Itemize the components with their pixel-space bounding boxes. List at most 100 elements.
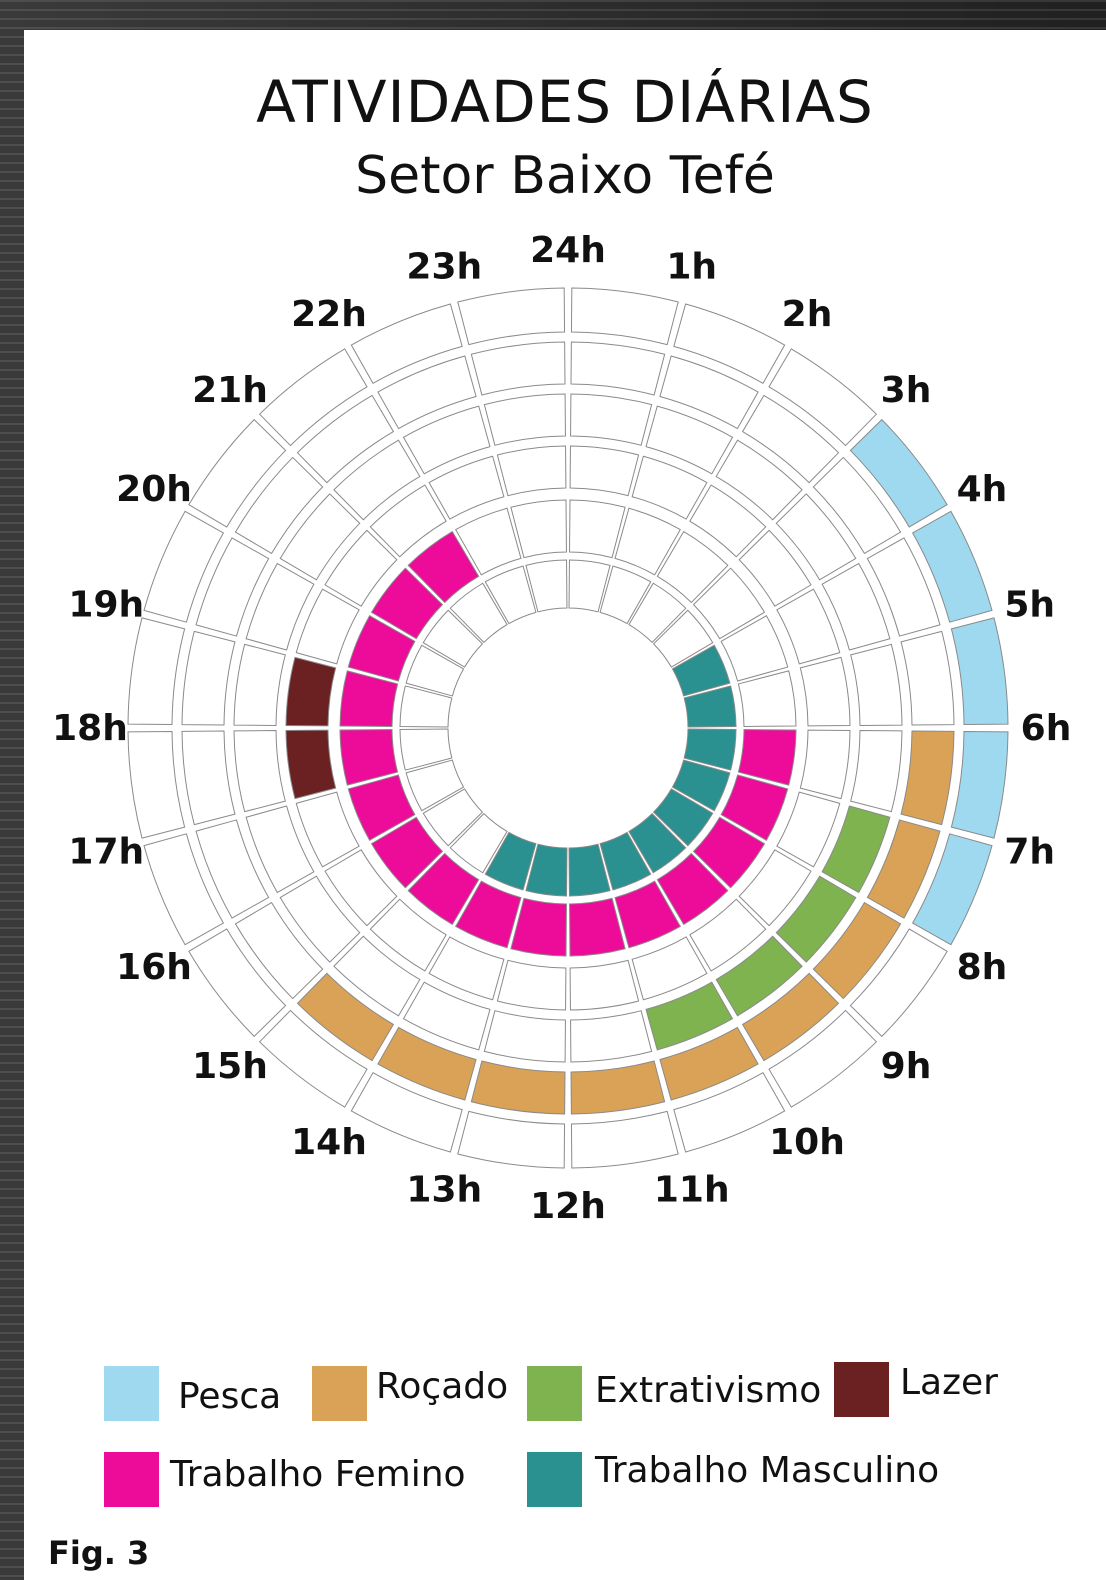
hour-cell [234, 901, 324, 1000]
hour-cell [143, 833, 225, 946]
hour-cell [850, 730, 903, 813]
hour-cell [470, 341, 566, 396]
hour-cell [599, 565, 652, 625]
ring-extrativismo [233, 393, 903, 1063]
hour-cell [470, 1060, 566, 1115]
ring-trabalho-femino [339, 499, 797, 957]
hour-cell [295, 791, 360, 868]
hour-label: 16h [116, 947, 192, 988]
hour-cell [449, 812, 508, 874]
legend-label-extrativismo: Extrativismo [595, 1370, 822, 1411]
hour-cell [347, 774, 416, 841]
chart-title: ATIVIDADES DIÁRIAS [256, 68, 874, 136]
legend-label-lazer: Lazer [900, 1362, 998, 1403]
hour-label: 24h [530, 230, 606, 271]
hour-cell [715, 439, 803, 521]
hour-cell [656, 852, 729, 926]
hour-cell [496, 959, 567, 1011]
hour-cell [195, 819, 270, 919]
hour-cell [738, 529, 812, 607]
hour-cell [656, 530, 729, 604]
hour-cell [347, 615, 416, 682]
hour-label: 8h [957, 947, 1008, 988]
hour-cell [775, 875, 857, 963]
hour-cell [233, 643, 286, 726]
hour-cell [692, 816, 766, 889]
hour-cell [570, 341, 666, 396]
hour-cell [738, 849, 812, 927]
hour-label: 18h [52, 708, 128, 749]
hour-cell [570, 1060, 666, 1115]
hour-cell [950, 617, 1009, 726]
hour-cell [324, 849, 398, 927]
hour-cell [741, 394, 840, 484]
hour-cell [911, 833, 993, 946]
hour-cell [645, 405, 734, 475]
hour-label: 17h [68, 832, 144, 873]
hour-cell [405, 644, 465, 697]
hour-cell [720, 615, 789, 682]
hour-cell [285, 656, 337, 727]
hour-cell [143, 510, 225, 623]
hour-label: 20h [116, 469, 192, 510]
hour-cell [850, 643, 903, 726]
hour-cell [631, 936, 708, 1001]
legend-swatch-pesca [104, 1366, 159, 1421]
hour-cell [428, 455, 505, 520]
hour-cell [911, 510, 993, 623]
hour-cell [127, 617, 186, 726]
hour-cell [127, 730, 186, 839]
hour-cell [900, 630, 955, 726]
hour-label: 23h [406, 246, 482, 287]
hour-cell [570, 393, 653, 446]
hour-cell [671, 644, 731, 697]
hour-cell [181, 630, 236, 726]
hour-cell [279, 493, 361, 581]
hour-cell [483, 393, 566, 446]
hour-cell [569, 897, 626, 957]
hour-cell [457, 1110, 566, 1169]
hour-cell [692, 567, 766, 640]
hour-cell [457, 287, 566, 346]
legend-swatch-extrativismo [527, 1366, 582, 1421]
hour-label: 1h [666, 246, 717, 287]
hour-cell [821, 805, 891, 894]
hour-label: 10h [769, 1122, 845, 1163]
hour-cell [614, 507, 681, 576]
legend-label-rocado: Roçado [376, 1366, 509, 1407]
hour-cell [234, 456, 324, 555]
hour-cell [775, 493, 857, 581]
hour-cell [333, 935, 421, 1017]
hour-cell [370, 567, 444, 640]
hour-cell [496, 445, 567, 497]
hour-cell [673, 303, 786, 385]
hour-cell [455, 507, 522, 576]
legend-swatch-rocado [312, 1366, 367, 1421]
hour-label: 21h [192, 370, 268, 411]
hour-cell [776, 588, 841, 665]
hour-cell [339, 729, 399, 786]
hour-label: 5h [1004, 584, 1055, 625]
hour-label: 14h [291, 1122, 367, 1163]
hour-label: 9h [881, 1046, 932, 1087]
hour-cell [402, 981, 491, 1051]
ring-lazer [285, 445, 851, 1011]
hour-cell [799, 729, 851, 800]
hour-cell [455, 880, 522, 949]
hour-cell [866, 537, 941, 637]
hour-cell [525, 559, 568, 613]
legend-label-pesca: Pesca [178, 1376, 282, 1417]
hour-cell [673, 1071, 786, 1153]
hour-cell [484, 565, 537, 625]
hour-cell [245, 805, 315, 894]
legend-swatch-trabalho-masculino [527, 1452, 582, 1507]
hour-cell [715, 935, 803, 1017]
hour-cell [659, 355, 759, 430]
hour-cell [407, 530, 480, 604]
hour-cell [568, 559, 611, 613]
hour-cell [405, 759, 465, 812]
hour-cell [449, 582, 508, 644]
hour-cell [737, 729, 797, 786]
